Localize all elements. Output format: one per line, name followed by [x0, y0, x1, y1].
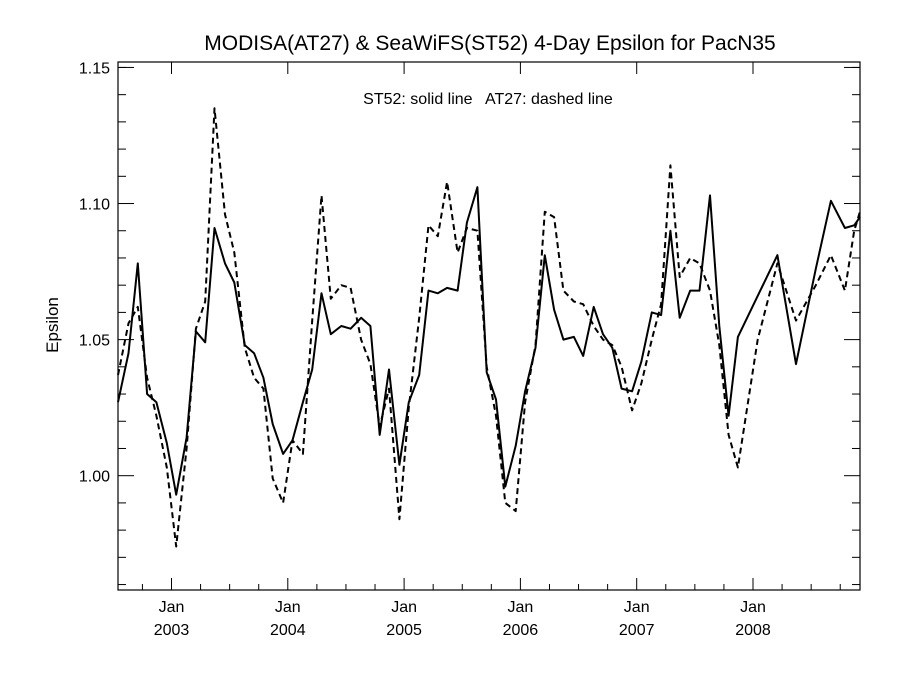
x-tick-month-label: Jan	[740, 599, 766, 616]
x-tick-month-label: Jan	[275, 599, 301, 616]
y-tick-label: 1.00	[79, 469, 110, 486]
x-tick-year-label: 2005	[386, 622, 422, 639]
y-axis-label: Epsilon	[43, 297, 62, 353]
x-tick-month-label: Jan	[391, 599, 417, 616]
x-tick-month-label: Jan	[159, 599, 185, 616]
plot-frame	[117, 61, 861, 591]
x-tick-month-label: Jan	[508, 599, 534, 616]
y-tick-label: 1.15	[79, 60, 110, 77]
x-tick-year-label: 2008	[735, 622, 771, 639]
x-tick-year-label: 2006	[503, 622, 539, 639]
axis-ticks: 1.00 1.05 1.10 1.15 Jan 2003 Jan 2004 Jan 2005 Jan…	[79, 60, 860, 639]
y-tick-label: 1.10	[79, 197, 110, 214]
x-tick-year-label: 2007	[619, 622, 655, 639]
series-lines	[117, 107, 861, 548]
x-tick-year-label: 2003	[154, 622, 190, 639]
series-line-at27	[117, 107, 861, 548]
x-tick-year-label: 2004	[270, 622, 306, 639]
line-style-annotation: ST52: solid line AT27: dashed line	[363, 91, 613, 108]
series-line-st52	[117, 186, 861, 496]
x-tick-month-label: Jan	[624, 599, 650, 616]
y-tick-label: 1.05	[79, 333, 110, 350]
chart-title: MODISA(AT27) & SeaWiFS(ST52) 4-Day Epsil…	[204, 32, 775, 55]
